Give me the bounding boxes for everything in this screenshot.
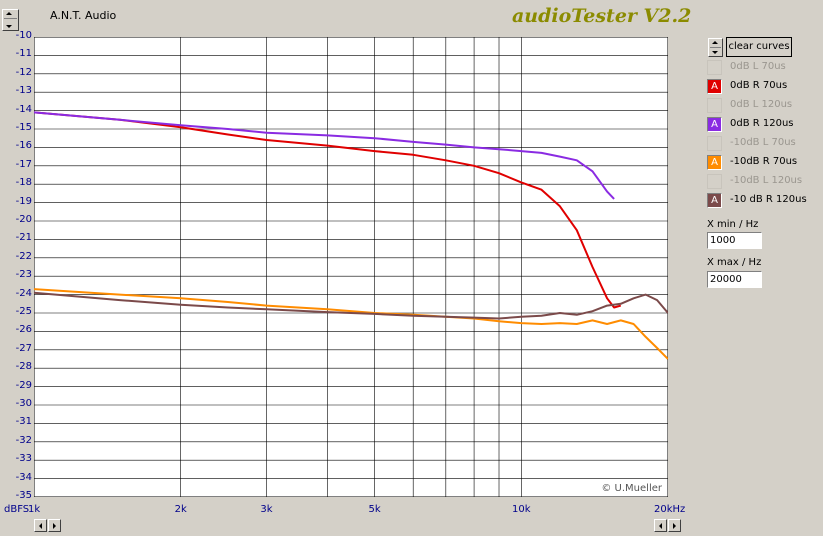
legend-item[interactable]: 0dB L 70us	[707, 59, 817, 77]
curve-spinner[interactable]	[708, 38, 723, 57]
series-line-0db-r-120us	[34, 111, 615, 200]
spin-down-icon	[6, 25, 12, 28]
brand-label: A.N.T. Audio	[50, 9, 117, 22]
y-tick-label: -23	[15, 269, 32, 281]
legend-label: -10 dB R 120us	[730, 194, 807, 205]
legend-label: 0dB R 120us	[730, 118, 794, 129]
spin-up-icon	[712, 41, 718, 44]
y-unit-label: dBFS	[4, 504, 30, 515]
x-tick-label: 3k	[260, 504, 273, 515]
legend-item[interactable]: -10dB L 120us	[707, 173, 817, 191]
y-tick-label: -19	[15, 195, 32, 207]
plot-background	[34, 37, 668, 497]
y-tick-label: -17	[15, 158, 32, 170]
legend-item[interactable]: A -10 dB R 120us	[707, 192, 817, 210]
watermark: © U.Mueller	[601, 483, 663, 494]
legend-item[interactable]: 0dB L 120us	[707, 97, 817, 115]
y-tick-label: -27	[15, 342, 32, 354]
y-tick-label: -21	[15, 232, 32, 244]
y-tick-label: -28	[15, 361, 32, 373]
xmax-field[interactable]: 20000	[707, 271, 762, 288]
y-tick-label: -24	[15, 287, 32, 299]
curve-toggle-checkbox[interactable]	[707, 98, 722, 113]
legend-label: 0dB R 70us	[730, 80, 788, 91]
spin-down-icon	[712, 51, 718, 54]
y-tick-label: -15	[15, 122, 32, 133]
x-tick-label: 5k	[368, 504, 381, 515]
y-tick-label: -13	[15, 85, 32, 97]
xmin-label: X min / Hz	[707, 219, 759, 230]
curve-toggle-checkbox[interactable]	[707, 60, 722, 75]
x-tick-label: 2k	[174, 504, 187, 515]
curve-toggle-checkbox[interactable]: A	[707, 193, 722, 208]
y-tick-label: -18	[15, 177, 32, 189]
y-tick-label: -22	[15, 250, 32, 262]
legend-label: -10dB L 70us	[730, 137, 796, 148]
spin-up-icon	[6, 12, 12, 15]
curve-toggle-checkbox[interactable]: A	[707, 79, 722, 94]
x-tick-label: 1k	[28, 504, 41, 515]
arrow-right-icon	[53, 523, 56, 529]
xmax-left-button[interactable]	[654, 519, 667, 532]
curve-toggle-checkbox[interactable]	[707, 136, 722, 151]
y-tick-label: -31	[15, 416, 32, 428]
y-tick-label: -11	[15, 48, 32, 60]
y-tick-label: -33	[15, 453, 32, 465]
legend-item[interactable]: A -10dB R 70us	[707, 154, 817, 172]
legend-item[interactable]: -10dB L 70us	[707, 135, 817, 153]
xmax-right-button[interactable]	[668, 519, 681, 532]
arrow-left-icon	[659, 523, 662, 529]
series-line--10-db-r-120us	[34, 291, 668, 320]
xmax-label: X max / Hz	[707, 257, 762, 268]
arrow-right-icon	[673, 523, 676, 529]
xmin-right-button[interactable]	[48, 519, 61, 532]
curve-toggle-checkbox[interactable]: A	[707, 155, 722, 170]
y-tick-label: -16	[15, 140, 32, 152]
y-tick-label: -20	[15, 214, 32, 225]
y-tick-label: -14	[15, 103, 32, 115]
y-tick-label: -30	[15, 398, 32, 409]
app-title: audioTester V2.2	[512, 5, 692, 27]
legend-item[interactable]: A 0dB R 70us	[707, 78, 817, 96]
y-tick-label: -12	[15, 66, 32, 78]
y-tick-label: -29	[15, 379, 32, 391]
y-tick-label: -10	[15, 30, 32, 41]
plot-area: © U.Mueller	[34, 37, 668, 497]
arrow-left-icon	[39, 523, 42, 529]
curve-toggle-checkbox[interactable]	[707, 174, 722, 189]
x-tick-label: 10k	[512, 504, 531, 515]
legend-label: -10dB R 70us	[730, 156, 798, 167]
x-tick-label: 20kHz	[654, 504, 686, 515]
y-tick-label: -26	[15, 324, 32, 336]
legend-item[interactable]: A 0dB R 120us	[707, 116, 817, 134]
xmin-field[interactable]: 1000	[707, 232, 762, 249]
top-left-spinner[interactable]	[2, 9, 19, 31]
y-tick-label: -25	[15, 306, 32, 317]
clear-curves-label: clear curves	[728, 41, 790, 52]
series-line-0db-r-70us	[34, 111, 622, 309]
y-tick-label: -32	[15, 434, 32, 446]
clear-curves-button[interactable]: clear curves	[726, 37, 792, 57]
legend-label: 0dB L 70us	[730, 61, 786, 72]
legend-label: 0dB L 120us	[730, 99, 793, 110]
xmin-left-button[interactable]	[34, 519, 47, 532]
y-tick-label: -35	[15, 490, 32, 501]
series-line--10db-r-70us	[34, 288, 668, 360]
curve-toggle-checkbox[interactable]: A	[707, 117, 722, 132]
y-tick-label: -34	[15, 471, 32, 483]
legend-label: -10dB L 120us	[730, 175, 803, 186]
